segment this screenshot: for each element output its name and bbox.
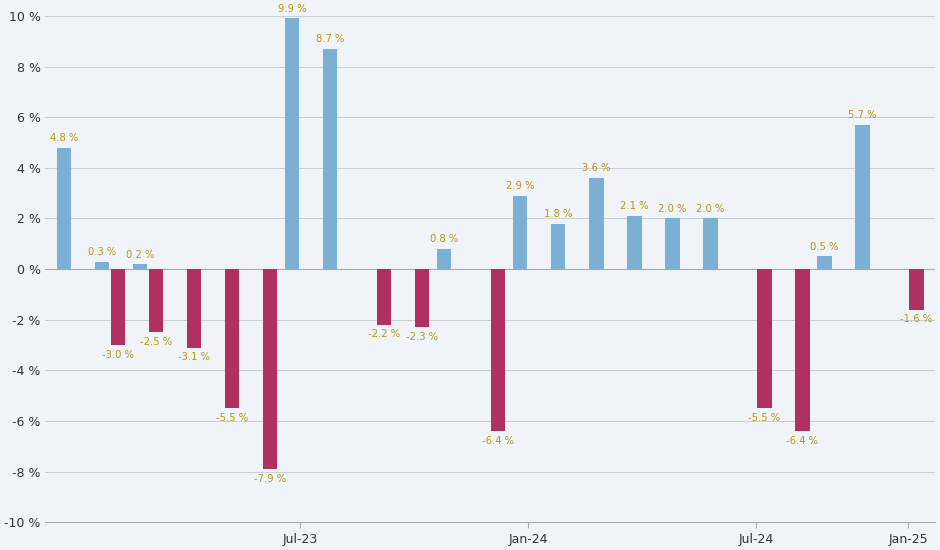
Text: 2.0 %: 2.0 % bbox=[658, 204, 686, 214]
Text: -2.3 %: -2.3 % bbox=[406, 332, 438, 342]
Text: -3.1 %: -3.1 % bbox=[178, 352, 210, 362]
Text: 2.1 %: 2.1 % bbox=[620, 201, 649, 211]
Bar bbox=[323, 49, 337, 269]
Text: 0.8 %: 0.8 % bbox=[431, 234, 459, 244]
Bar bbox=[95, 262, 109, 269]
Text: -1.6 %: -1.6 % bbox=[901, 314, 932, 324]
Bar bbox=[415, 269, 430, 327]
Bar bbox=[285, 18, 299, 269]
Bar bbox=[225, 269, 240, 409]
Bar bbox=[56, 147, 71, 269]
Text: 4.8 %: 4.8 % bbox=[50, 133, 78, 143]
Text: -6.4 %: -6.4 % bbox=[787, 436, 819, 446]
Bar bbox=[855, 125, 870, 269]
Text: -5.5 %: -5.5 % bbox=[216, 413, 248, 423]
Bar bbox=[795, 269, 809, 431]
Text: 1.8 %: 1.8 % bbox=[544, 209, 572, 219]
Text: -3.0 %: -3.0 % bbox=[102, 350, 134, 360]
Bar bbox=[703, 218, 717, 269]
Text: 0.3 %: 0.3 % bbox=[88, 247, 117, 257]
Text: -2.2 %: -2.2 % bbox=[368, 329, 400, 339]
Text: 2.9 %: 2.9 % bbox=[506, 181, 535, 191]
Bar bbox=[377, 269, 391, 325]
Bar bbox=[437, 249, 451, 269]
Text: 3.6 %: 3.6 % bbox=[582, 163, 610, 173]
Bar bbox=[263, 269, 277, 469]
Bar bbox=[491, 269, 506, 431]
Bar bbox=[627, 216, 641, 269]
Bar bbox=[187, 269, 201, 348]
Bar bbox=[111, 269, 125, 345]
Text: 8.7 %: 8.7 % bbox=[316, 34, 344, 44]
Bar bbox=[909, 269, 924, 310]
Text: -2.5 %: -2.5 % bbox=[140, 337, 172, 347]
Bar bbox=[149, 269, 164, 332]
Text: -5.5 %: -5.5 % bbox=[748, 413, 780, 423]
Text: 0.5 %: 0.5 % bbox=[810, 242, 838, 252]
Text: -7.9 %: -7.9 % bbox=[254, 474, 286, 484]
Bar bbox=[551, 223, 566, 269]
Text: -6.4 %: -6.4 % bbox=[482, 436, 514, 446]
Bar bbox=[589, 178, 603, 269]
Text: 9.9 %: 9.9 % bbox=[278, 4, 306, 14]
Bar bbox=[133, 264, 148, 269]
Text: 5.7 %: 5.7 % bbox=[848, 110, 877, 120]
Text: 0.2 %: 0.2 % bbox=[126, 250, 154, 260]
Bar bbox=[513, 196, 527, 269]
Bar bbox=[666, 218, 680, 269]
Bar bbox=[757, 269, 772, 409]
Bar bbox=[817, 256, 832, 269]
Text: 2.0 %: 2.0 % bbox=[697, 204, 725, 214]
